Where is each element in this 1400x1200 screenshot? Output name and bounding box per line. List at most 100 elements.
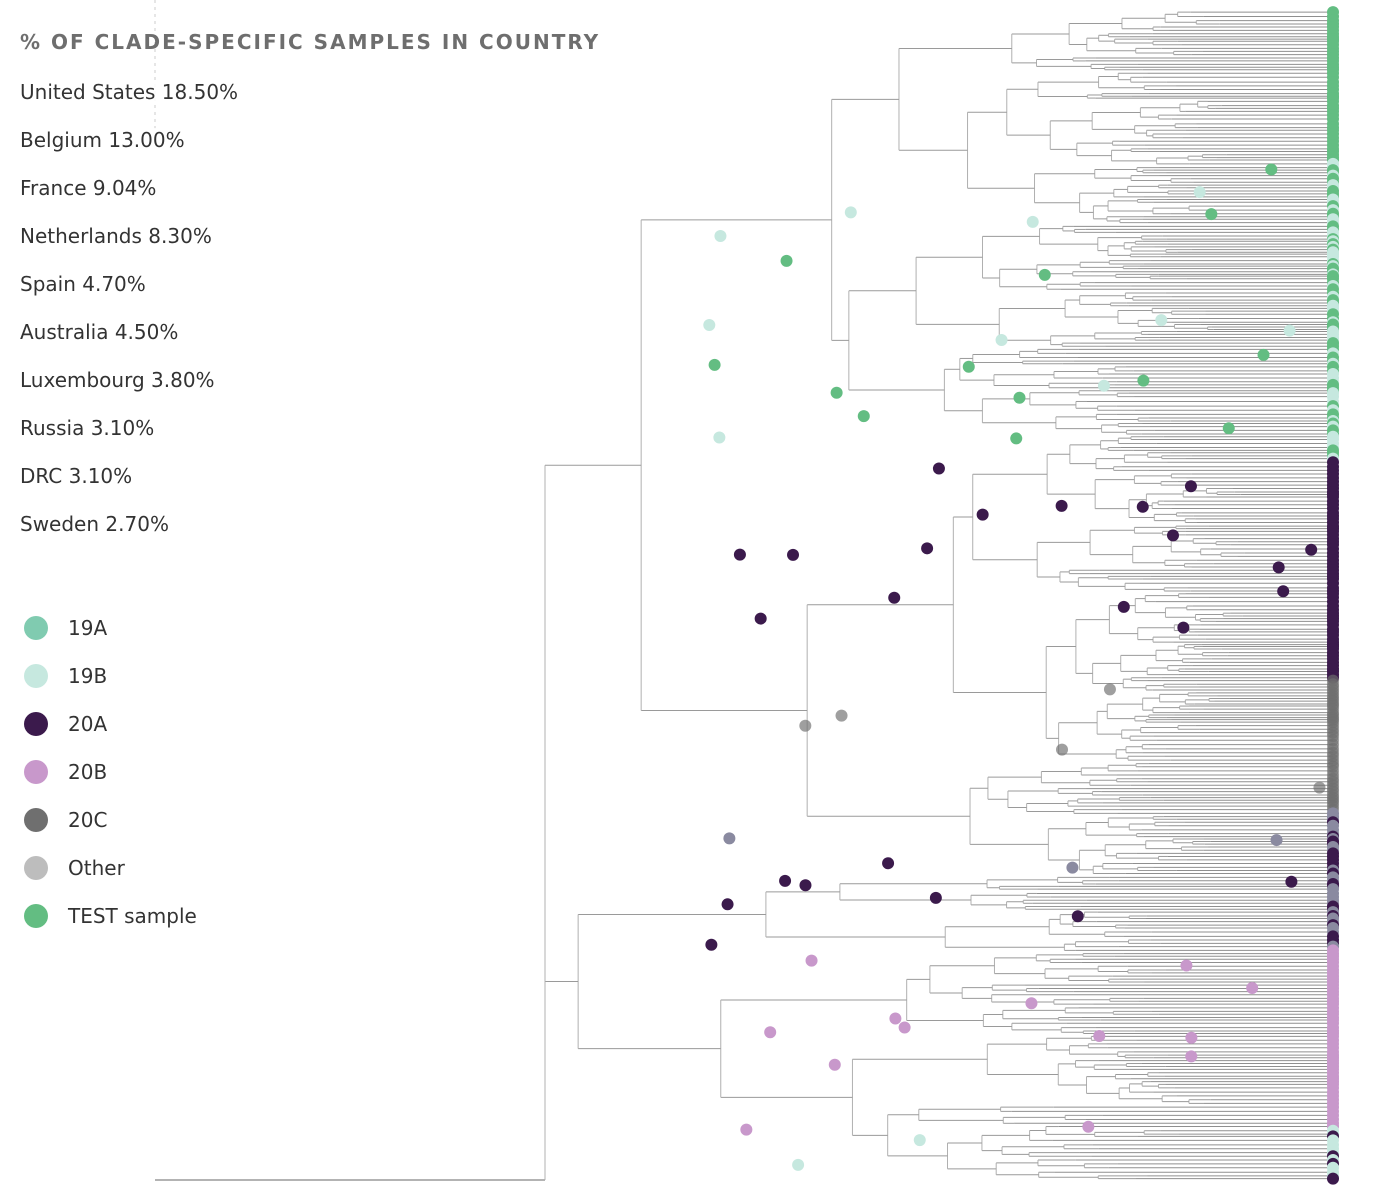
internal-sample	[740, 1123, 753, 1136]
country-row: Russia 3.10%	[20, 416, 155, 440]
legend-label: Other	[68, 856, 125, 880]
country-share: 9.04%	[92, 176, 157, 200]
internal-sample	[733, 548, 746, 561]
country-share: 3.80%	[151, 368, 215, 392]
country-row: DRC 3.10%	[20, 464, 133, 488]
internal-sample	[921, 542, 934, 555]
internal-sample	[1117, 600, 1130, 613]
internal-sample	[995, 334, 1008, 347]
internal-sample	[1184, 480, 1197, 493]
legend-label: 20C	[68, 808, 108, 832]
internal-sample	[835, 709, 848, 722]
legend-item: TEST sample	[24, 902, 197, 930]
internal-sample	[805, 954, 818, 967]
internal-sample	[1257, 348, 1270, 361]
internal-sample	[1283, 324, 1296, 337]
legend-label: 20A	[68, 712, 108, 736]
country-share: 4.50%	[114, 320, 179, 344]
internal-sample	[844, 206, 857, 219]
legend-item: 20A	[24, 710, 107, 738]
internal-sample	[1071, 910, 1084, 923]
internal-sample	[889, 1012, 902, 1025]
internal-sample	[1305, 543, 1318, 556]
internal-sample	[1136, 500, 1149, 513]
internal-sample	[1026, 215, 1039, 228]
legend-item: 20B	[24, 758, 107, 786]
internal-sample	[1270, 834, 1283, 847]
internal-sample	[792, 1158, 805, 1171]
internal-sample	[1222, 422, 1235, 435]
legend-label: TEST sample	[68, 904, 197, 928]
country-name: Australia	[20, 320, 109, 344]
country-name: France	[20, 176, 87, 200]
country-share: 3.10%	[90, 416, 155, 440]
internal-sample	[932, 462, 945, 475]
internal-sample	[1103, 683, 1116, 696]
internal-sample	[1265, 163, 1278, 176]
internal-sample	[976, 508, 989, 521]
country-row: Sweden 2.70%	[20, 512, 169, 536]
country-name: Belgium	[20, 128, 102, 152]
legend-label: 20B	[68, 760, 108, 784]
internal-sample	[1185, 1031, 1198, 1044]
legend-swatch	[24, 616, 48, 640]
internal-sample	[721, 898, 734, 911]
legend-swatch	[24, 856, 48, 880]
internal-sample	[1185, 1050, 1198, 1063]
legend-swatch	[24, 760, 48, 784]
internal-sample	[1082, 1120, 1095, 1133]
internal-sample	[828, 1058, 841, 1071]
internal-sample	[857, 410, 870, 423]
country-row: Australia 4.50%	[20, 320, 179, 344]
internal-sample	[1013, 391, 1026, 404]
legend-swatch	[24, 808, 48, 832]
legend-label: 19A	[68, 616, 108, 640]
internal-sample	[888, 591, 901, 604]
internal-sample	[1055, 499, 1068, 512]
internal-sample	[1010, 432, 1023, 445]
legend-item: 19A	[24, 614, 107, 642]
internal-sample	[799, 719, 812, 732]
country-name: United States	[20, 80, 156, 104]
internal-sample	[913, 1134, 926, 1147]
internal-sample	[1180, 959, 1193, 972]
internal-sample	[787, 548, 800, 561]
internal-sample	[1205, 208, 1218, 221]
internal-sample	[723, 832, 736, 845]
internal-sample	[799, 879, 812, 892]
internal-sample	[1038, 268, 1051, 281]
internal-sample	[1313, 781, 1326, 794]
country-share: 4.70%	[82, 272, 146, 296]
internal-sample	[754, 612, 767, 625]
legend-swatch	[24, 664, 48, 688]
country-name: Luxembourg	[20, 368, 145, 392]
country-name: Spain	[20, 272, 76, 296]
country-name: Sweden	[20, 512, 100, 536]
internal-sample	[1177, 621, 1190, 634]
legend-swatch	[24, 712, 48, 736]
internal-sample	[708, 358, 721, 371]
internal-sample	[1093, 1030, 1106, 1043]
country-share: 18.50%	[161, 80, 239, 104]
internal-sample	[703, 318, 716, 331]
internal-sample	[779, 874, 792, 887]
internal-sample	[929, 891, 942, 904]
internal-sample	[1277, 585, 1290, 598]
internal-sample	[1066, 861, 1079, 874]
legend-swatch	[24, 904, 48, 928]
country-row: Spain 4.70%	[20, 272, 146, 296]
internal-sample	[780, 254, 793, 267]
internal-sample	[1272, 561, 1285, 574]
internal-sample	[1155, 314, 1168, 327]
legend-item: Other	[24, 854, 125, 882]
internal-sample	[898, 1021, 911, 1034]
internal-sample	[1056, 743, 1069, 756]
internal-sample	[1285, 875, 1298, 888]
internal-sample	[764, 1026, 777, 1039]
internal-sample	[1193, 186, 1206, 199]
country-row: France 9.04%	[20, 176, 157, 200]
internal-sample	[713, 431, 726, 444]
country-row: United States 18.50%	[20, 80, 239, 104]
